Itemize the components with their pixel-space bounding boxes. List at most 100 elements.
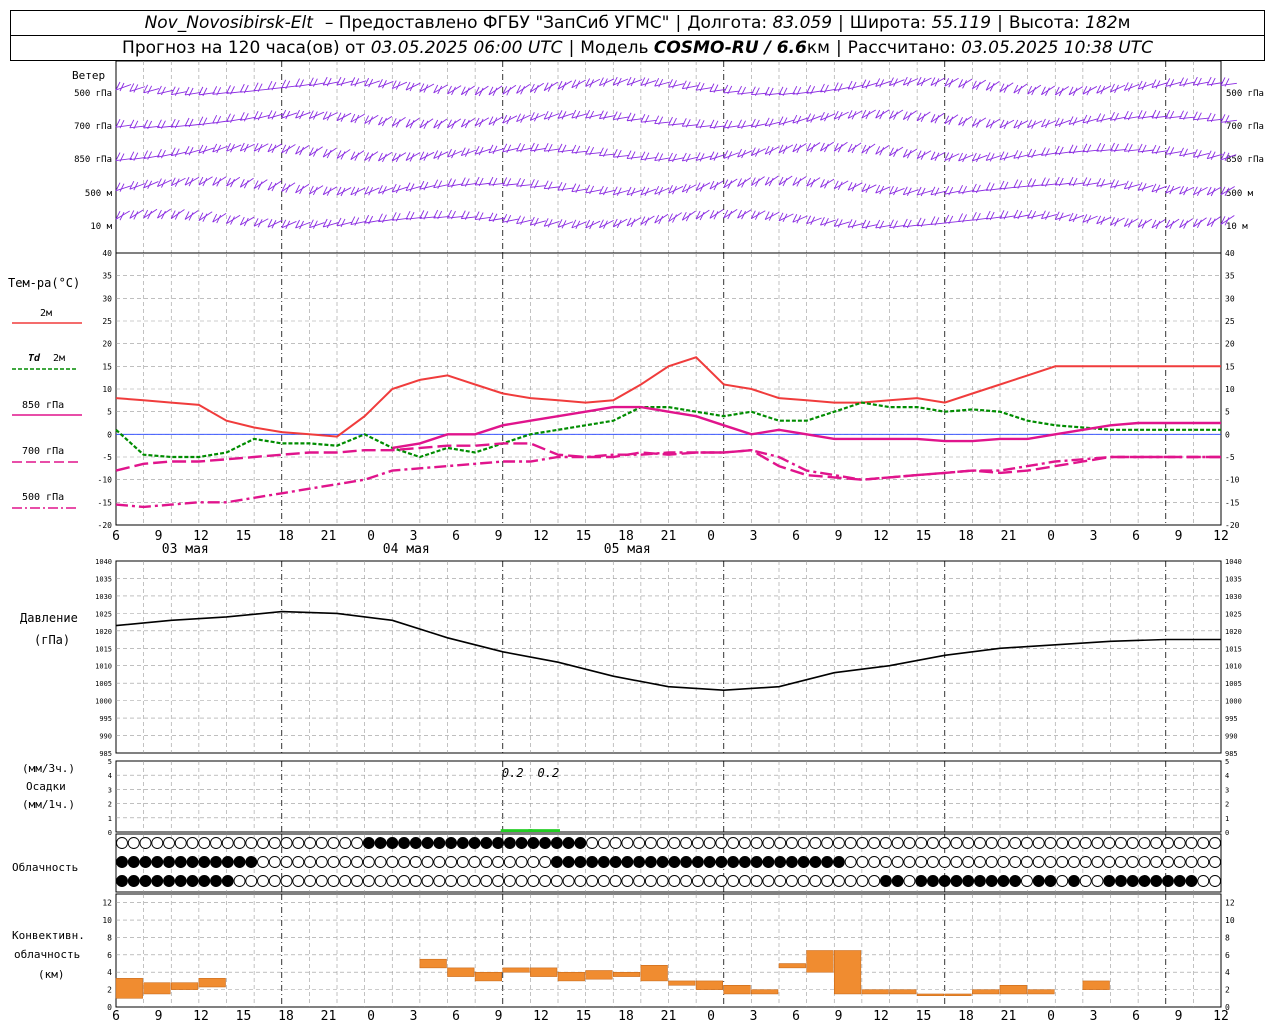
cloud-cover-circle bbox=[1185, 856, 1198, 868]
wind-barb-feather bbox=[916, 217, 922, 226]
cloud-cover-circle bbox=[1138, 856, 1151, 868]
conv-cloud-bar bbox=[889, 989, 917, 995]
wind-barb-feather bbox=[516, 177, 521, 187]
wind-barb-shaft bbox=[350, 80, 367, 86]
wind-barb-shaft bbox=[461, 149, 477, 157]
wind-barb bbox=[1123, 110, 1141, 121]
wind-barb bbox=[599, 110, 616, 120]
cloud-cover-circle bbox=[703, 875, 716, 887]
wind-barb-feather bbox=[644, 217, 650, 226]
wind-barb bbox=[170, 177, 186, 187]
cloud-cover-circle bbox=[621, 875, 634, 887]
wind-barb-shaft bbox=[571, 113, 588, 119]
wind-barb-feather bbox=[989, 120, 995, 129]
wind-barb bbox=[944, 214, 961, 225]
wind-barb-shaft bbox=[350, 220, 367, 226]
wind-barb-feather bbox=[529, 142, 535, 152]
precip-ytick-left: 4 bbox=[108, 772, 112, 780]
wind-barb-feather bbox=[1096, 215, 1102, 225]
wind-barb-shaft bbox=[1220, 154, 1237, 161]
wind-barb-shaft bbox=[585, 189, 602, 194]
cloud-cover-circle bbox=[715, 837, 728, 849]
wind-barb-shaft bbox=[792, 215, 808, 223]
wind-barb-feather bbox=[630, 113, 636, 122]
conv-ytick-left: 2 bbox=[107, 986, 112, 995]
wind-barb-feather bbox=[350, 113, 356, 123]
wind-barb bbox=[198, 176, 213, 187]
wind-barb-feather bbox=[157, 209, 162, 219]
wind-barb-feather bbox=[768, 87, 774, 97]
wind-barb-shaft bbox=[1041, 213, 1057, 220]
precip-ytick-right: 5 bbox=[1225, 758, 1229, 766]
wind-barb-shaft bbox=[916, 150, 932, 160]
wind-barb-shaft bbox=[999, 186, 1016, 190]
wind-barb bbox=[599, 147, 616, 157]
cloud-cover-circle bbox=[962, 875, 975, 887]
wind-barb-feather bbox=[934, 115, 940, 124]
wind-barb-feather bbox=[603, 111, 608, 120]
wind-barb-feather bbox=[239, 179, 245, 188]
wind-barb-feather bbox=[174, 178, 180, 187]
wind-barb-feather bbox=[699, 82, 705, 92]
cloud-cover-circle bbox=[503, 837, 516, 849]
wind-barb-feather bbox=[709, 119, 715, 129]
wind-barb-feather bbox=[837, 111, 843, 121]
wind-barb-feather bbox=[478, 177, 484, 187]
wind-barb-feather bbox=[640, 151, 646, 160]
wind-barb-feather bbox=[571, 109, 577, 119]
wind-barb-shaft bbox=[530, 113, 546, 121]
wind-barb-shaft bbox=[571, 150, 588, 154]
cloud-cover-circle bbox=[644, 856, 657, 868]
wind-barb bbox=[447, 85, 462, 96]
wind-barb-feather bbox=[336, 150, 342, 159]
wind-barb-shaft bbox=[668, 83, 685, 88]
wind-barb bbox=[184, 117, 202, 128]
wind-barb bbox=[626, 76, 643, 87]
wind-barb bbox=[433, 209, 450, 220]
wind-barb-shaft bbox=[1055, 214, 1071, 221]
wind-barb-shaft bbox=[1193, 117, 1210, 121]
cloud-cover-circle bbox=[985, 856, 998, 868]
wind-barb bbox=[364, 114, 379, 125]
wind-barb-shaft bbox=[419, 184, 436, 190]
wind-barb-feather bbox=[1096, 84, 1102, 94]
pres-ytick-left: 1030 bbox=[95, 593, 112, 601]
wind-barb-feather bbox=[1003, 152, 1009, 161]
cloud-cover-circle bbox=[1056, 875, 1069, 887]
wind-barb-feather bbox=[1192, 218, 1198, 228]
wind-barb bbox=[571, 183, 588, 193]
cloud-cover-circle bbox=[527, 837, 540, 849]
wind-barb bbox=[529, 142, 547, 153]
wind-barb-feather bbox=[520, 216, 525, 225]
wind-barb-shaft bbox=[1207, 118, 1224, 122]
cloud-cover-circle bbox=[926, 837, 939, 849]
wind-barb-shaft bbox=[1165, 151, 1182, 155]
wind-barb-feather bbox=[433, 84, 439, 94]
wind-barb bbox=[1206, 186, 1222, 197]
wind-barb bbox=[239, 216, 255, 227]
lat-label: Широта: bbox=[849, 13, 927, 33]
wind-barb-feather bbox=[820, 112, 825, 121]
wind-barb bbox=[129, 181, 145, 191]
wind-barb-shaft bbox=[792, 117, 809, 124]
wind-barb bbox=[847, 182, 863, 192]
wind-barb-shaft bbox=[585, 114, 602, 119]
wind-barb-feather bbox=[699, 153, 705, 162]
wind-barb-feather bbox=[281, 219, 287, 229]
wind-barb-feather bbox=[654, 186, 660, 195]
pres-ytick-right: 1020 bbox=[1225, 628, 1242, 636]
wind-barb-feather bbox=[161, 86, 166, 96]
cloud-cover-circle bbox=[774, 856, 787, 868]
wind-barb bbox=[239, 112, 257, 122]
wind-barb-feather bbox=[875, 184, 881, 194]
temp-ytick-right: -20 bbox=[1225, 521, 1240, 530]
cloud-cover-circle bbox=[633, 856, 646, 868]
cloud-cover-circle bbox=[680, 875, 693, 887]
cloud-cover-circle bbox=[785, 856, 798, 868]
wind-barb-feather bbox=[865, 220, 871, 230]
wind-barb bbox=[157, 178, 173, 188]
wind-barb-feather bbox=[492, 177, 498, 187]
wind-barb bbox=[1179, 147, 1196, 158]
cloud-cover-circle bbox=[151, 856, 164, 868]
cloud-cover-circle bbox=[409, 856, 422, 868]
